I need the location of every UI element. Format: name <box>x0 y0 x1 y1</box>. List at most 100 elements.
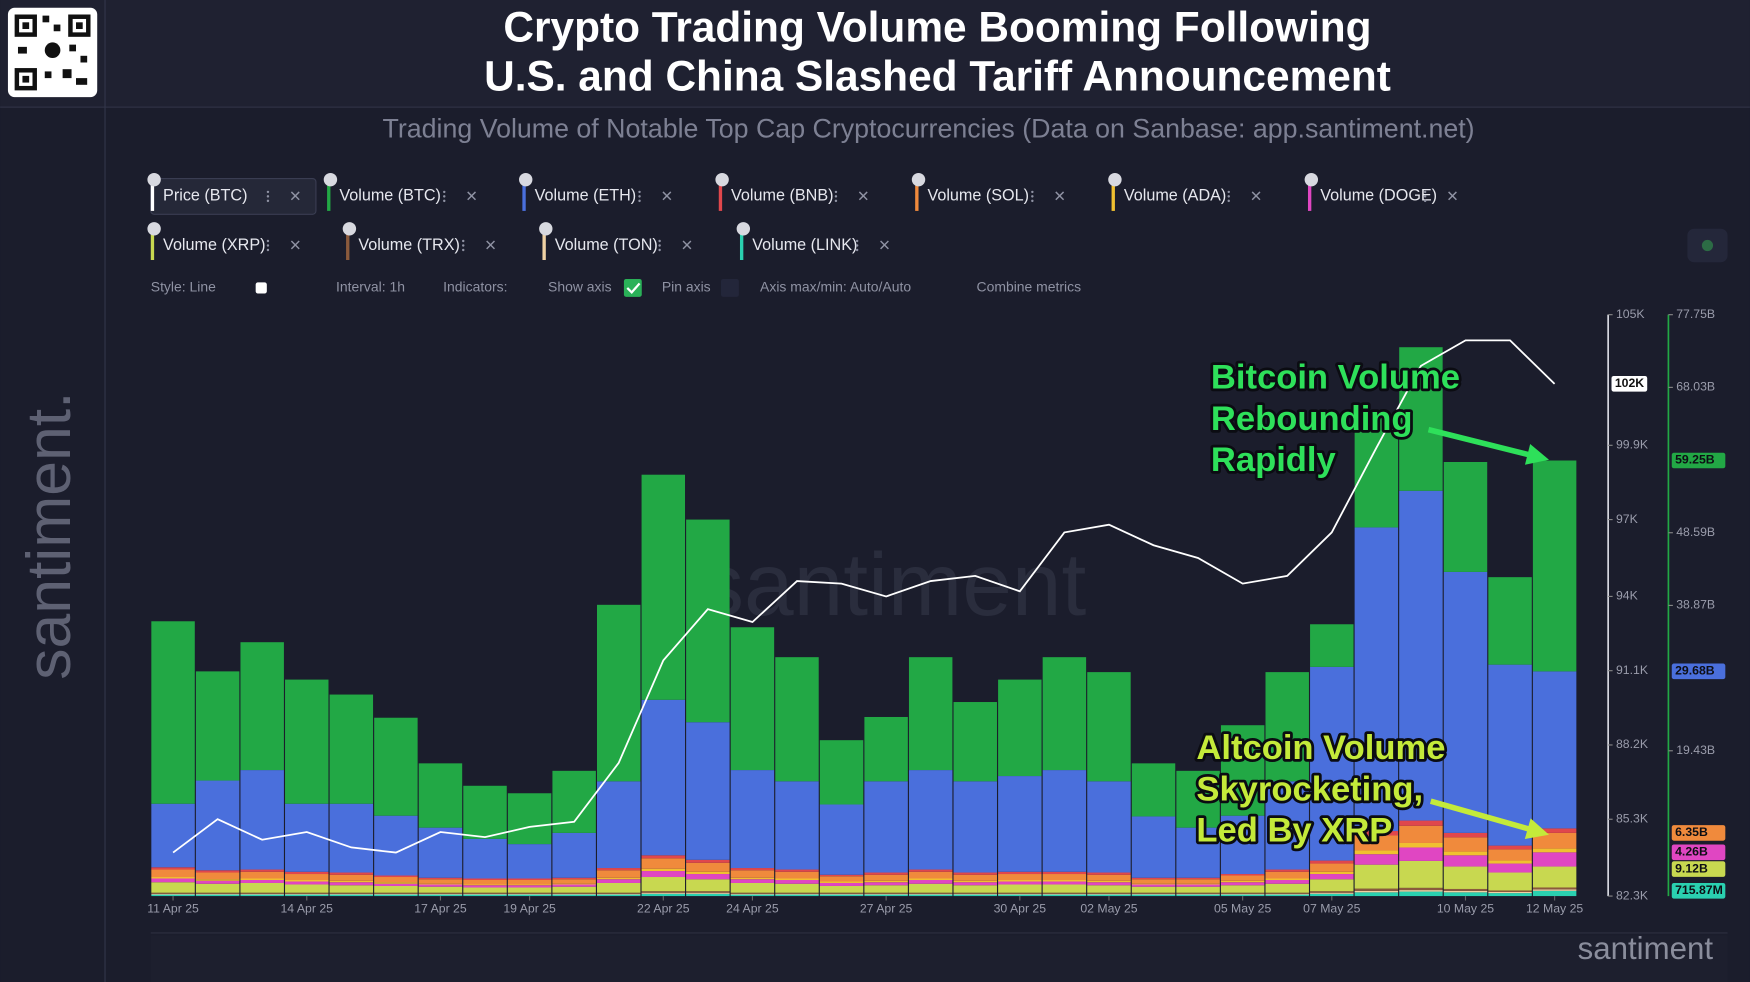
menu-dot[interactable] <box>638 190 641 194</box>
close-icon[interactable] <box>1448 191 1457 201</box>
bar-segment <box>329 882 374 886</box>
checkbox[interactable] <box>721 278 739 297</box>
toolbar-item[interactable]: Show axis <box>548 279 612 295</box>
menu-dot[interactable] <box>443 190 446 194</box>
menu-dot[interactable] <box>1031 199 1034 203</box>
toolbar-item[interactable]: Style: Line <box>151 279 216 295</box>
bar-segment <box>908 770 953 870</box>
metric-tab[interactable]: Volume (XRP) <box>147 222 300 261</box>
bar-segment <box>1399 490 1443 821</box>
metric-tab[interactable]: Volume (DOGE) <box>1304 172 1457 211</box>
checkbox[interactable] <box>623 278 642 297</box>
menu-dot[interactable] <box>266 199 270 203</box>
menu-dot[interactable] <box>855 239 859 243</box>
lock-icon <box>147 222 161 236</box>
close-icon[interactable] <box>1251 191 1261 201</box>
menu-dot[interactable] <box>834 190 838 194</box>
bar-segment <box>686 891 730 893</box>
bar-segment <box>552 884 596 887</box>
menu-dot[interactable] <box>638 199 641 203</box>
menu-dot[interactable] <box>834 195 838 198</box>
navigator <box>150 935 1728 982</box>
menu-dot[interactable] <box>462 244 465 247</box>
bar-segment <box>1532 852 1577 867</box>
menu-dot[interactable] <box>443 195 446 198</box>
toolbar-item[interactable]: Combine metrics <box>977 279 1082 295</box>
menu-dot[interactable] <box>638 195 641 198</box>
bar-segment <box>418 879 463 884</box>
bar-segment <box>1310 891 1354 893</box>
bar-segment <box>1131 892 1176 894</box>
menu-dot[interactable] <box>658 244 661 247</box>
metric-tab[interactable]: Volume (ETH) <box>519 172 672 211</box>
bar-segment <box>195 872 240 880</box>
close-icon[interactable] <box>682 240 692 250</box>
menu-dot[interactable] <box>658 239 661 243</box>
bar-segment <box>374 892 418 894</box>
bar-segment <box>998 776 1042 872</box>
y-tick-label: 97K <box>1616 512 1639 526</box>
menu-dot[interactable] <box>1423 199 1427 203</box>
bar-segment <box>775 883 819 893</box>
close-icon[interactable] <box>486 240 495 250</box>
menu-dot[interactable] <box>462 248 465 252</box>
menu-dot[interactable] <box>1423 190 1427 194</box>
close-icon[interactable] <box>880 240 889 250</box>
bar-segment <box>1443 888 1488 891</box>
color-swatch[interactable] <box>255 282 267 294</box>
bar-segment <box>819 874 864 877</box>
metric-tab[interactable]: Volume (TON) <box>539 222 692 261</box>
value-badge <box>1611 376 1648 392</box>
side-watermark: santiment. <box>14 392 84 680</box>
menu-dot[interactable] <box>1227 190 1230 194</box>
bar-segment <box>1176 886 1220 893</box>
bar-segment <box>1310 893 1354 897</box>
menu-dot[interactable] <box>443 199 446 203</box>
bar-segment <box>908 878 953 880</box>
metric-tab[interactable]: Price (BTC) <box>147 172 317 215</box>
tab-label: Volume (TON) <box>555 236 658 254</box>
menu-dot[interactable] <box>1423 195 1427 198</box>
bar-segment <box>1354 527 1399 832</box>
bar-segment <box>285 679 329 804</box>
bar-segment <box>151 894 195 897</box>
menu-dot[interactable] <box>1227 199 1230 203</box>
toolbar-item[interactable]: Axis max/min: Auto/Auto <box>760 279 911 295</box>
metric-tab[interactable]: Volume (LINK) <box>736 222 889 261</box>
bar-segment <box>998 679 1042 777</box>
close-icon[interactable] <box>290 240 300 250</box>
metric-tab[interactable]: Volume (TRX) <box>342 222 495 261</box>
bar-segment <box>1310 624 1354 667</box>
menu-dot[interactable] <box>658 248 661 252</box>
bar-segment <box>1310 879 1354 892</box>
menu-dot[interactable] <box>1227 195 1230 198</box>
menu-dot[interactable] <box>834 199 838 203</box>
menu-dot[interactable] <box>462 239 465 243</box>
metric-tab[interactable]: Volume (ADA) <box>1108 172 1261 211</box>
menu-dot[interactable] <box>266 248 270 252</box>
toolbar-item[interactable]: Indicators: <box>443 279 507 295</box>
metric-tab[interactable]: Volume (BTC) <box>323 172 477 211</box>
metric-tab[interactable]: Volume (SOL) <box>911 172 1065 211</box>
menu-dot[interactable] <box>855 244 859 247</box>
close-icon[interactable] <box>858 191 868 201</box>
close-icon[interactable] <box>1055 191 1065 201</box>
menu-dot[interactable] <box>1031 190 1034 194</box>
toolbar-item[interactable]: Pin axis <box>662 279 711 295</box>
bar-segment <box>1042 657 1087 771</box>
menu-dot[interactable] <box>855 248 859 252</box>
menu-dot[interactable] <box>266 239 270 243</box>
close-icon[interactable] <box>467 191 477 201</box>
bar-segment <box>418 883 463 885</box>
bar-segment <box>819 881 864 883</box>
metric-tab[interactable]: Volume (BNB) <box>715 172 868 211</box>
menu-dot[interactable] <box>266 244 270 247</box>
menu-dot[interactable] <box>266 195 270 198</box>
menu-dot[interactable] <box>266 190 270 194</box>
close-icon[interactable] <box>662 191 672 201</box>
bar-segment <box>1443 866 1488 889</box>
bar-segment <box>864 892 908 894</box>
close-icon[interactable] <box>290 191 300 201</box>
menu-dot[interactable] <box>1031 195 1034 198</box>
toolbar-item[interactable]: Interval: 1h <box>336 279 405 295</box>
